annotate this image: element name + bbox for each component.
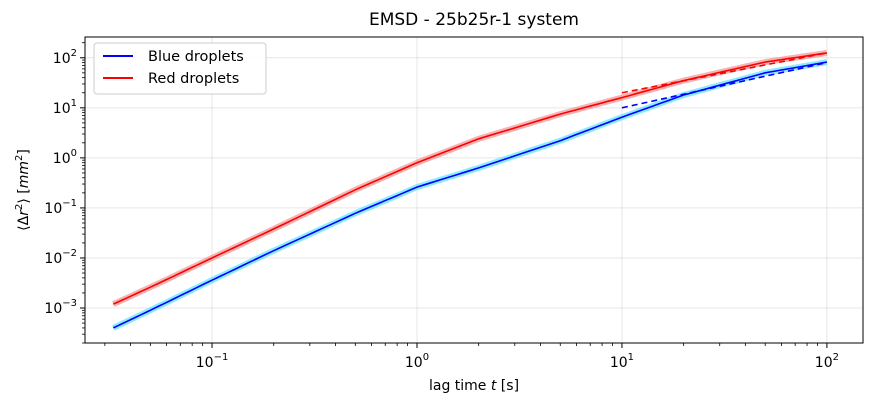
plot-frame <box>84 36 864 344</box>
series-line-1 <box>112 52 828 305</box>
y-tick-label: 102 <box>53 48 77 67</box>
chart-title: EMSD - 25b25r-1 system <box>369 10 579 30</box>
legend-label-red: Red droplets <box>148 71 239 87</box>
fit-lines <box>621 52 828 109</box>
y-tick-label: 100 <box>53 148 77 167</box>
x-axis-ticks: 10−1 100 101 102 <box>104 343 839 371</box>
y-axis-label: ⟨Δr2⟩ [mm2] <box>14 149 32 231</box>
fit-line-0 <box>621 61 828 109</box>
x-tick-label: 100 <box>405 352 429 371</box>
y-tick-label: 10−1 <box>44 198 77 217</box>
x-tick-label: 10−1 <box>196 352 229 371</box>
fit-line-1 <box>621 52 828 94</box>
x-tick-label: 102 <box>815 352 839 371</box>
series-lines <box>112 52 828 329</box>
x-axis-label: lag time t [s] <box>429 378 519 394</box>
series-line-0 <box>112 61 828 329</box>
y-tick-label: 10−2 <box>44 248 77 267</box>
legend: Blue droplets Red droplets <box>93 42 267 95</box>
y-tick-label: 101 <box>53 98 77 117</box>
legend-label-blue: Blue droplets <box>148 49 244 65</box>
legend-box <box>93 42 267 95</box>
y-axis-ticks: 10−3 10−2 10−1 100 101 102 <box>44 42 85 344</box>
y-tick-label: 10−3 <box>44 298 77 317</box>
x-tick-label: 101 <box>610 352 634 371</box>
